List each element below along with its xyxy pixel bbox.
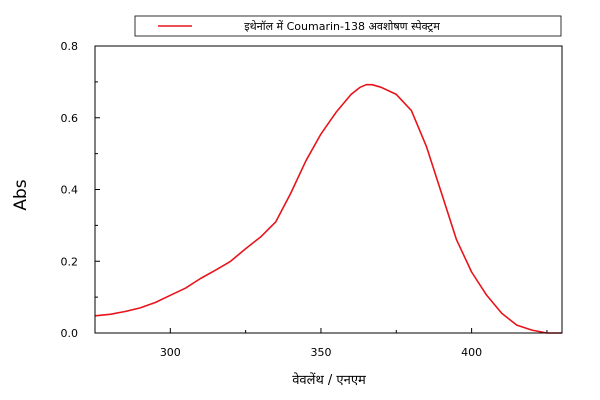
- x-tick-label: 400: [461, 346, 482, 359]
- x-tick-label: 350: [310, 346, 331, 359]
- legend-box: [134, 15, 562, 37]
- y-tick-label: 0.6: [61, 112, 79, 125]
- x-axis-label: वेवलेंथ / एनएम: [292, 372, 366, 388]
- legend-label: इथेनॉल में Coumarin-138 अवशोषण स्पेक्ट्र…: [244, 20, 440, 33]
- y-tick-label: 0.4: [61, 184, 79, 197]
- series-line-coumarin-138: [94, 83, 562, 334]
- legend: इथेनॉल में Coumarin-138 अवशोषण स्पेक्ट्र…: [134, 15, 562, 37]
- y-tick-label: 0.2: [61, 255, 79, 268]
- y-axis-label: Abs: [11, 179, 31, 210]
- y-tick-label: 0.8: [61, 40, 79, 53]
- plot-frame: [94, 45, 563, 334]
- y-tick-label: 0.0: [61, 327, 79, 340]
- x-tick-label: 300: [160, 346, 181, 359]
